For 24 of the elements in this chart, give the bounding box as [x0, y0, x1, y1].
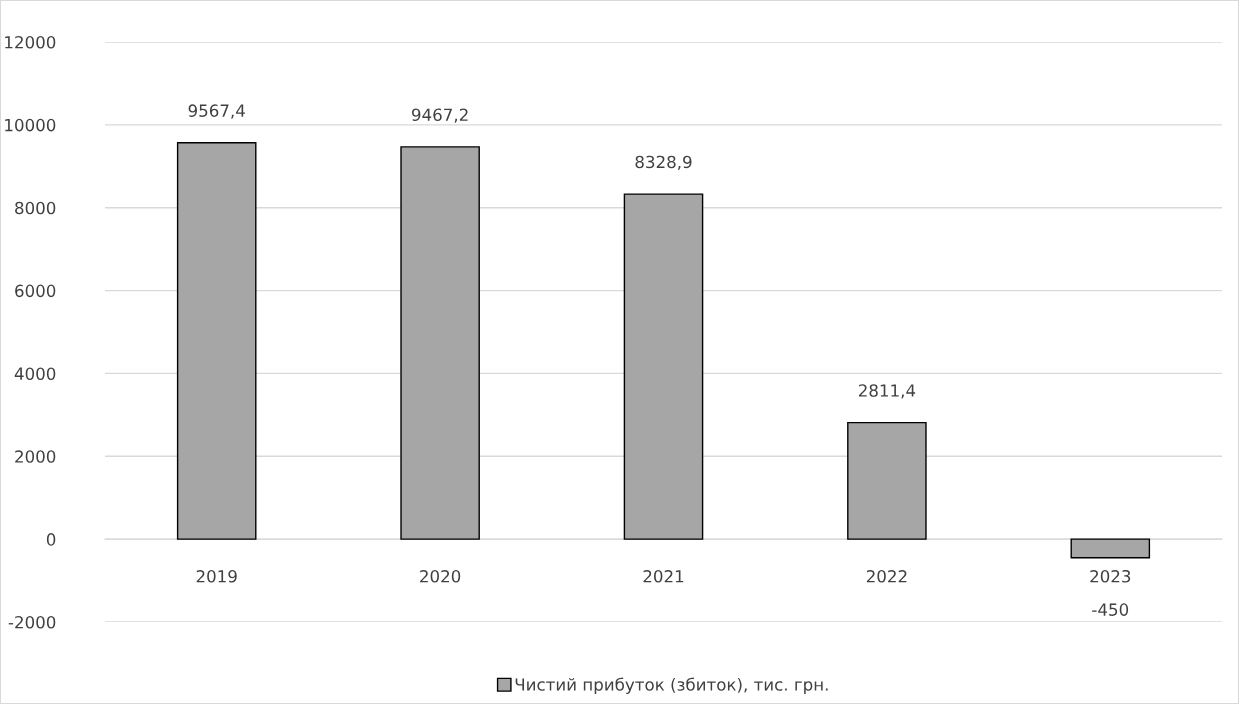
x-tick-label: 2022 [866, 569, 907, 583]
y-tick-label: 12000 [5, 35, 56, 49]
y-tick-label: 10000 [5, 118, 56, 132]
x-tick-label: 2019 [196, 569, 237, 583]
bar [176, 142, 257, 540]
y-tick-label: 4000 [14, 367, 56, 380]
y-tick-label: 8000 [15, 201, 56, 215]
bar [400, 146, 480, 540]
legend-label: Чистий прибуток (збиток), тис. грн. [515, 677, 828, 695]
bar [623, 193, 704, 540]
x-tick-label: 2023 [1090, 569, 1131, 583]
data-label: 8328,9 [635, 155, 692, 170]
data-label: 2811,4 [858, 384, 916, 399]
data-label: 9567,4 [188, 104, 245, 119]
y-tick-label: -2000 [8, 615, 56, 629]
data-label: -450 [1092, 603, 1129, 616]
bar [847, 421, 927, 540]
bar [1070, 538, 1151, 559]
data-label: 9467,2 [411, 108, 468, 123]
y-tick-label: 6000 [15, 284, 56, 298]
x-tick-label: 2021 [643, 569, 684, 583]
y-tick-label: 0 [46, 533, 56, 546]
x-tick-label: 2020 [420, 569, 461, 583]
y-tick-label: 2000 [15, 450, 56, 463]
